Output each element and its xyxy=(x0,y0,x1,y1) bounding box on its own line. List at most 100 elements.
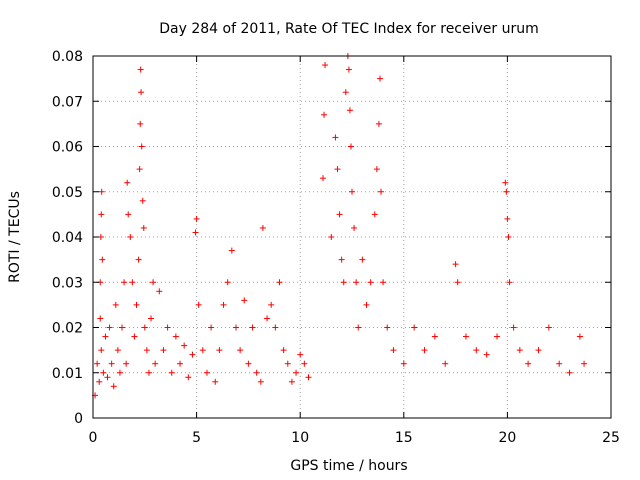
data-point xyxy=(98,188,105,195)
data-point xyxy=(143,347,150,354)
data-point xyxy=(98,211,105,218)
x-tick-label: 20 xyxy=(498,430,516,446)
data-point xyxy=(525,360,532,367)
data-point xyxy=(384,324,391,331)
data-point xyxy=(189,351,196,358)
data-point xyxy=(367,279,374,286)
data-point xyxy=(390,347,397,354)
data-point xyxy=(340,279,347,286)
data-point xyxy=(164,324,171,331)
y-tick-label: 0.08 xyxy=(52,49,83,65)
data-point xyxy=(502,179,509,186)
data-point xyxy=(94,360,101,367)
data-point xyxy=(371,211,378,218)
data-point xyxy=(138,89,145,96)
data-point xyxy=(581,360,588,367)
data-point xyxy=(98,347,105,354)
y-tick-label: 0.02 xyxy=(52,321,83,337)
data-point xyxy=(119,324,126,331)
data-point xyxy=(237,347,244,354)
data-point xyxy=(160,347,167,354)
x-tick-label: 25 xyxy=(602,430,620,446)
data-point xyxy=(129,279,136,286)
data-point xyxy=(373,166,380,173)
data-point xyxy=(249,324,256,331)
data-point xyxy=(199,347,206,354)
data-point xyxy=(138,143,145,150)
data-point xyxy=(411,324,418,331)
data-point xyxy=(473,347,480,354)
data-point xyxy=(232,324,239,331)
data-point xyxy=(347,143,354,150)
data-point xyxy=(431,333,438,340)
data-point xyxy=(284,360,291,367)
data-point xyxy=(141,324,148,331)
data-point xyxy=(114,347,121,354)
data-point xyxy=(535,347,542,354)
data-point xyxy=(516,347,523,354)
x-tick-label: 10 xyxy=(291,430,309,446)
data-point xyxy=(137,66,144,73)
data-point xyxy=(376,75,383,82)
data-point xyxy=(139,197,146,204)
data-point xyxy=(510,324,517,331)
data-point xyxy=(378,188,385,195)
x-tick-label: 5 xyxy=(192,430,201,446)
data-point xyxy=(319,175,326,182)
data-point xyxy=(135,256,142,263)
data-points xyxy=(92,53,588,399)
data-point xyxy=(110,383,117,390)
y-tick-label: 0 xyxy=(74,411,83,427)
data-point xyxy=(545,324,552,331)
data-point xyxy=(116,369,123,376)
data-point xyxy=(97,315,104,322)
data-point xyxy=(288,378,295,385)
data-point xyxy=(462,333,469,340)
x-tick-labels: 0 5 10 15 20 25 xyxy=(89,430,620,446)
data-point xyxy=(137,120,144,127)
data-point xyxy=(185,374,192,381)
data-point xyxy=(504,215,511,222)
data-point xyxy=(342,89,349,96)
data-point xyxy=(100,369,107,376)
chart-title: Day 284 of 2011, Rate Of TEC Index for r… xyxy=(159,21,539,37)
data-point xyxy=(124,179,131,186)
data-point xyxy=(203,369,210,376)
data-point xyxy=(123,360,130,367)
data-point xyxy=(505,234,512,240)
data-point xyxy=(332,134,339,141)
data-point xyxy=(338,256,345,263)
data-point xyxy=(136,166,143,173)
data-point xyxy=(345,66,352,73)
data-point xyxy=(181,342,188,349)
data-point xyxy=(152,360,159,367)
y-tick-label: 0.05 xyxy=(52,185,83,201)
data-point xyxy=(108,360,115,367)
data-point xyxy=(125,211,132,218)
data-point xyxy=(150,279,157,286)
data-point xyxy=(359,256,366,263)
data-point xyxy=(305,374,312,381)
y-axis-label: ROTI / TECUs xyxy=(7,191,23,283)
data-point xyxy=(321,111,328,118)
data-point xyxy=(99,256,106,263)
data-point xyxy=(112,301,119,308)
x-tick-label: 0 xyxy=(89,430,98,446)
data-point xyxy=(349,188,355,195)
data-point xyxy=(148,315,155,322)
data-point xyxy=(483,351,490,358)
data-point xyxy=(241,297,248,304)
data-point xyxy=(216,347,223,354)
data-point xyxy=(192,229,199,236)
data-point xyxy=(494,333,501,340)
data-point xyxy=(268,301,275,308)
data-point xyxy=(353,279,360,286)
data-point xyxy=(121,279,128,286)
y-tick-label: 0.01 xyxy=(52,366,83,382)
data-point xyxy=(380,279,387,286)
x-tick-label: 15 xyxy=(395,430,413,446)
data-point xyxy=(328,234,335,240)
data-point xyxy=(245,360,252,367)
data-point xyxy=(193,215,200,222)
